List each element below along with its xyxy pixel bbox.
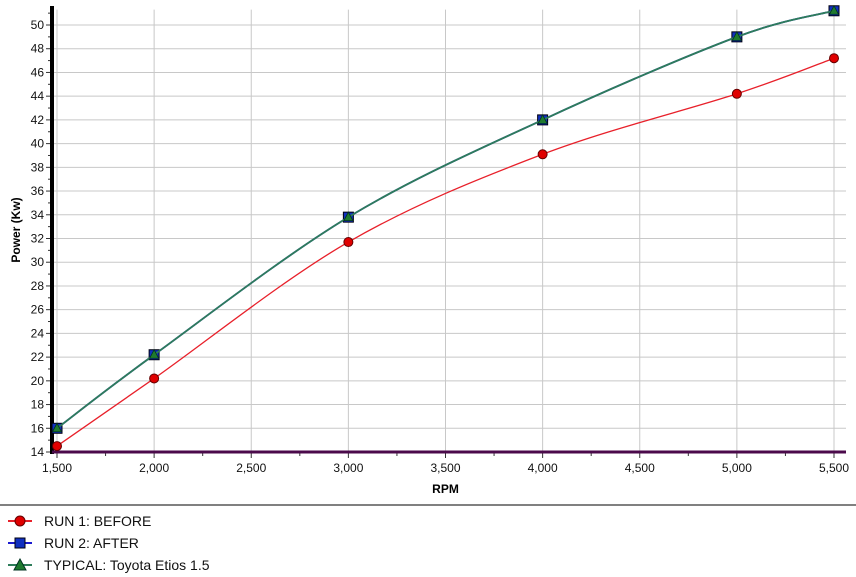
- triangle-marker-icon: [8, 558, 32, 571]
- x-tick-label: 4,000: [528, 461, 558, 475]
- y-tick-label: 24: [31, 326, 45, 340]
- y-tick-label: 18: [31, 398, 45, 412]
- x-axis-label: RPM: [432, 482, 459, 496]
- y-tick-label: 26: [31, 303, 45, 317]
- y-tick-label: 16: [31, 421, 45, 435]
- legend: RUN 1: BEFORE RUN 2: AFTER TYPICAL: Toyo…: [8, 510, 210, 576]
- x-tick-label: 1,500: [42, 461, 72, 475]
- x-tick-label: 5,000: [722, 461, 752, 475]
- y-tick-label: 48: [31, 42, 45, 56]
- data-point: [149, 373, 160, 384]
- x-tick-label: 2,000: [139, 461, 169, 475]
- y-tick-label: 32: [31, 232, 45, 246]
- data-point: [537, 149, 548, 160]
- y-tick-label: 30: [31, 255, 45, 269]
- y-tick-label: 36: [31, 184, 45, 198]
- square-marker-icon: [8, 537, 32, 549]
- x-tick-label: 4,500: [625, 461, 655, 475]
- data-point: [343, 237, 354, 248]
- x-tick-label: 3,000: [333, 461, 363, 475]
- legend-label: RUN 2: AFTER: [44, 535, 139, 551]
- data-point: [51, 422, 63, 433]
- circle-marker-icon: [8, 515, 32, 527]
- y-tick-label: 34: [31, 208, 45, 222]
- legend-label: TYPICAL: Toyota Etios 1.5: [44, 557, 210, 573]
- legend-item-run1[interactable]: RUN 1: BEFORE: [8, 510, 210, 532]
- y-tick-label: 42: [31, 113, 45, 127]
- y-tick-label: 46: [31, 65, 45, 79]
- x-tick-label: 3,500: [430, 461, 460, 475]
- y-tick-label: 20: [31, 374, 45, 388]
- y-tick-label: 50: [31, 18, 45, 32]
- x-tick-label: 2,500: [236, 461, 266, 475]
- data-point: [829, 53, 839, 64]
- y-tick-label: 22: [31, 350, 45, 364]
- data-point: [537, 114, 548, 124]
- data-point: [52, 441, 62, 452]
- y-tick-label: 40: [31, 137, 45, 151]
- y-tick-label: 44: [31, 89, 45, 103]
- y-tick-label: 14: [31, 445, 45, 459]
- legend-item-typical[interactable]: TYPICAL: Toyota Etios 1.5: [8, 554, 210, 576]
- data-point: [731, 88, 742, 99]
- y-tick-label: 38: [31, 160, 45, 174]
- data-point: [828, 4, 840, 15]
- y-axis-label: Power (Kw): [9, 197, 23, 262]
- data-point: [731, 31, 743, 41]
- legend-label: RUN 1: BEFORE: [44, 513, 152, 529]
- data-point: [343, 211, 354, 222]
- data-point: [148, 348, 160, 359]
- x-tick-label: 5,500: [819, 461, 849, 475]
- y-tick-label: 28: [31, 279, 45, 293]
- legend-item-run2[interactable]: RUN 2: AFTER: [8, 532, 210, 554]
